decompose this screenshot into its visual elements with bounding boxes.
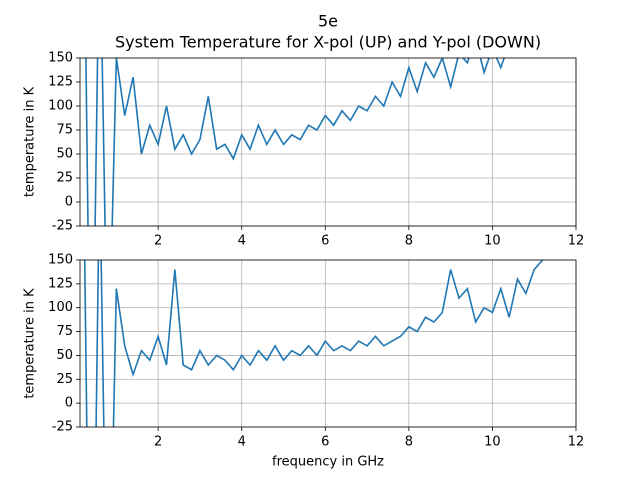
y-tick-label: -25 xyxy=(52,219,73,234)
y-tick-label: 125 xyxy=(48,276,73,291)
y-tick-label: 100 xyxy=(48,300,73,315)
y-tick-label: 75 xyxy=(56,324,73,339)
y-tick-label: 50 xyxy=(56,348,73,363)
x-tick-label: 4 xyxy=(238,234,246,249)
y-tick-label: 25 xyxy=(56,372,73,387)
figure-title: 5e xyxy=(318,12,338,31)
x-tick-label: 2 xyxy=(154,234,162,249)
x-axis-label: frequency in GHz xyxy=(272,455,384,470)
y-tick-label: 50 xyxy=(56,147,73,162)
x-tick-label: 12 xyxy=(568,234,585,249)
x-tick-label: 6 xyxy=(321,234,329,249)
y-axis-label: temperature in K xyxy=(23,86,38,197)
y-tick-label: 0 xyxy=(65,396,73,411)
x-tick-label: 6 xyxy=(321,435,329,450)
x-tick-label: 10 xyxy=(484,435,501,450)
x-tick-label: 8 xyxy=(405,234,413,249)
x-tick-label: 10 xyxy=(484,234,501,249)
x-tick-label: 2 xyxy=(154,435,162,450)
x-tick-label: 8 xyxy=(405,435,413,450)
y-tick-label: 25 xyxy=(56,171,73,186)
x-tick-label: 12 xyxy=(568,435,585,450)
data-line xyxy=(85,58,505,226)
figure-subtitle: System Temperature for X-pol (UP) and Y-… xyxy=(115,33,541,52)
axes-frame xyxy=(79,259,577,428)
y-tick-label: -25 xyxy=(52,420,73,435)
x-tick-label: 4 xyxy=(238,435,246,450)
y-tick-label: 150 xyxy=(48,51,73,66)
y-tick-label: 150 xyxy=(48,253,73,268)
y-axis-label: temperature in K xyxy=(23,288,38,399)
y-tick-label: 75 xyxy=(56,123,73,138)
data-line xyxy=(83,260,544,427)
y-tick-label: 100 xyxy=(48,99,73,114)
axes-frame xyxy=(79,57,577,227)
y-tick-label: 0 xyxy=(65,195,73,210)
y-tick-label: 125 xyxy=(48,75,73,90)
